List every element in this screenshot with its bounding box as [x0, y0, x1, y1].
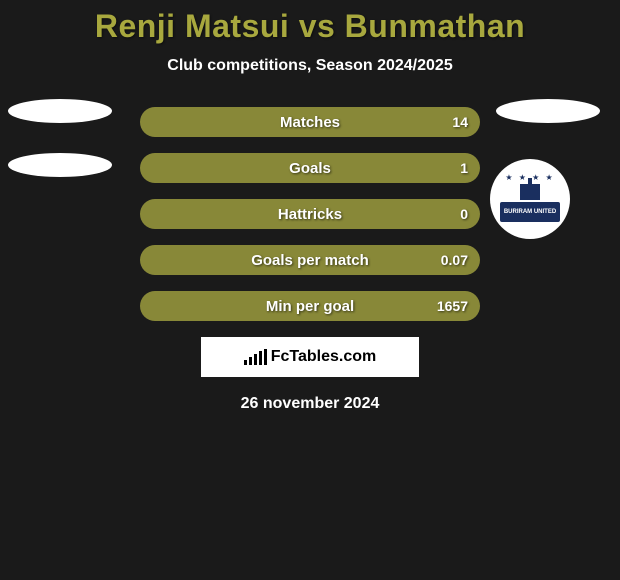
fctables-source-box: FcTables.com — [201, 337, 419, 377]
stat-value-right: 0.07 — [441, 252, 468, 268]
stat-row-goals-per-match: Goals per match 0.07 — [140, 245, 480, 275]
buriram-club-badge: ★ ★ ★ ★ BURIRAM UNITED — [490, 159, 570, 239]
stat-label: Goals per match — [251, 252, 369, 269]
fctables-bars-icon — [244, 349, 267, 365]
bar-icon — [249, 357, 252, 365]
club-name-ribbon: BURIRAM UNITED — [500, 202, 560, 222]
fctables-text: FcTables.com — [271, 348, 377, 366]
date-text: 26 november 2024 — [0, 395, 620, 413]
stat-value-right: 14 — [452, 114, 468, 130]
comparison-title: Renji Matsui vs Bunmathan — [0, 8, 620, 45]
stat-row-hattricks: Hattricks 0 — [140, 199, 480, 229]
player-badge-left-1 — [8, 99, 112, 123]
stat-rows-container: Matches 14 Goals 1 Hattricks 0 Goals per… — [140, 107, 480, 321]
stat-label: Goals — [289, 160, 331, 177]
comparison-subtitle: Club competitions, Season 2024/2025 — [0, 57, 620, 75]
bar-icon — [254, 354, 257, 365]
fctables-logo: FcTables.com — [244, 348, 377, 366]
player-badge-right-1 — [496, 99, 600, 123]
stat-row-matches: Matches 14 — [140, 107, 480, 137]
stat-value-right: 1657 — [437, 298, 468, 314]
stat-label: Min per goal — [266, 298, 354, 315]
stat-row-min-per-goal: Min per goal 1657 — [140, 291, 480, 321]
right-player-badges: ★ ★ ★ ★ BURIRAM UNITED — [496, 99, 600, 153]
stat-value-right: 0 — [460, 206, 468, 222]
stat-label: Matches — [280, 114, 340, 131]
stat-value-right: 1 — [460, 160, 468, 176]
bar-icon — [264, 349, 267, 365]
stat-label: Hattricks — [278, 206, 342, 223]
left-player-badges — [8, 99, 112, 207]
stat-row-goals: Goals 1 — [140, 153, 480, 183]
bar-icon — [244, 360, 247, 365]
club-castle-icon — [520, 184, 540, 200]
comparison-area: ★ ★ ★ ★ BURIRAM UNITED Matches 14 Goals … — [0, 107, 620, 413]
player-badge-left-2 — [8, 153, 112, 177]
main-container: Renji Matsui vs Bunmathan Club competiti… — [0, 0, 620, 413]
bar-icon — [259, 351, 262, 365]
